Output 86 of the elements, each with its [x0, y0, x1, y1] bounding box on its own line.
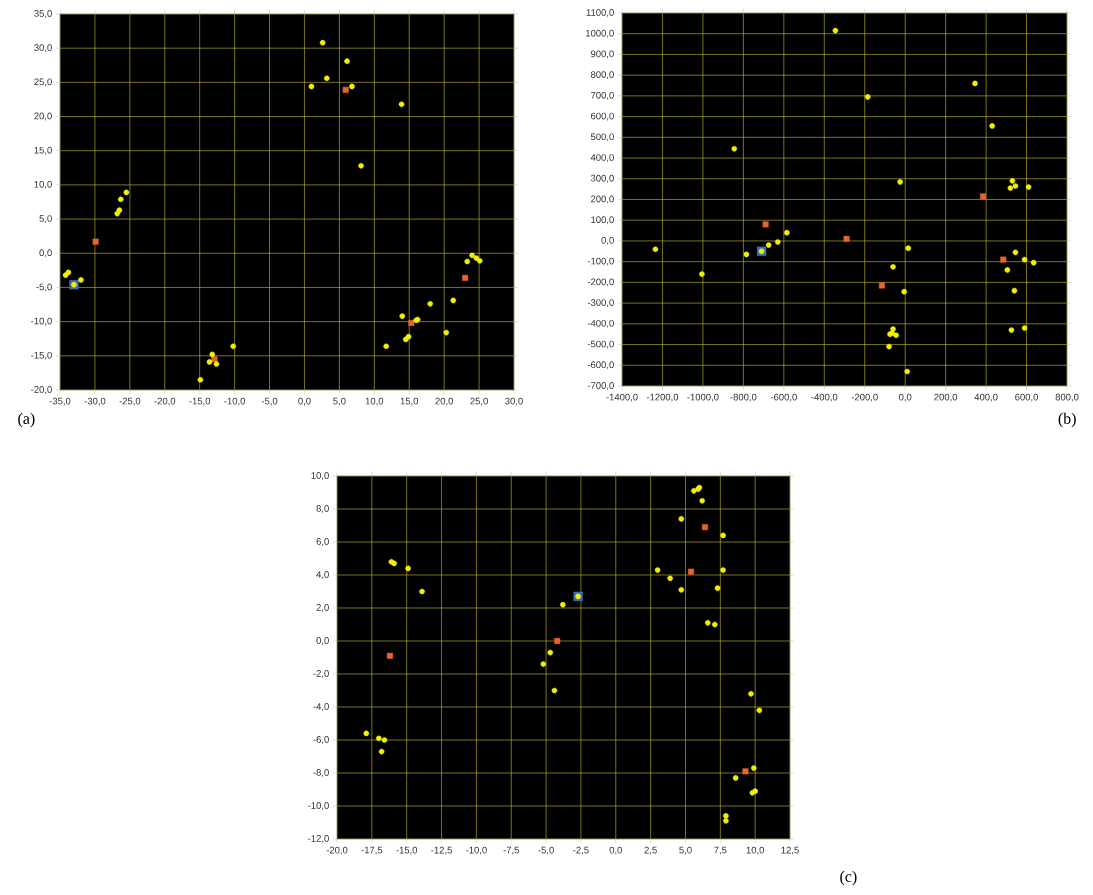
- y-tick-label: 4,0: [316, 571, 329, 579]
- y-tick-label: 200,0: [591, 195, 614, 204]
- y-tick-label: 10,0: [34, 180, 52, 189]
- y-tick-label: 1000,0: [586, 29, 614, 38]
- y-tick-label: 0,0: [601, 237, 614, 245]
- y-tick-label: -300,0: [587, 299, 614, 308]
- x-tick-label: -17,5: [361, 846, 383, 855]
- y-tick-label: -12,0: [308, 835, 329, 843]
- y-tick-label: -500,0: [587, 340, 614, 349]
- y-tick-label: 0,0: [316, 637, 329, 645]
- x-tick-label: -5,0: [261, 397, 278, 406]
- y-tick-label: 400,0: [590, 154, 614, 162]
- y-tick-label: 700,0: [591, 91, 614, 100]
- y-tick-label: 1100,0: [586, 9, 614, 17]
- y-tick-label: 8,0: [316, 505, 329, 513]
- x-tick-label: 2,5: [644, 846, 657, 855]
- y-tick-label: 500,0: [590, 133, 614, 142]
- x-tick-label: -10,0: [224, 397, 246, 406]
- y-tick-label: 30,0: [34, 44, 52, 53]
- y-tick-label: 900,0: [590, 50, 614, 59]
- x-tick-label: 200,0: [934, 393, 958, 402]
- x-tick-label: 7,5: [714, 846, 727, 855]
- y-tick-label: 300,0: [590, 174, 614, 183]
- x-tick-label: -15,0: [189, 397, 211, 406]
- x-tick-label: -35,0: [49, 397, 71, 406]
- x-tick-label: -12,5: [431, 846, 452, 855]
- x-tick-label: -400,0: [811, 393, 838, 402]
- x-tick-label: 30,0: [505, 397, 523, 406]
- x-tick-label: -1200,0: [646, 393, 679, 402]
- y-tick-label: 5,0: [39, 215, 52, 223]
- x-tick-label: 600,0: [1015, 393, 1039, 402]
- x-tick-label: -5,0: [538, 846, 554, 855]
- text: (b): [1058, 412, 1076, 428]
- x-tick-label: 800,0: [1055, 393, 1079, 402]
- y-tick-label: 600,0: [591, 112, 614, 121]
- y-tick-label: 0,0: [39, 249, 52, 258]
- y-tick-label: -6,0: [313, 736, 329, 744]
- y-tick-label: 6,0: [316, 538, 329, 546]
- y-tick-label: 20,0: [34, 112, 52, 121]
- x-tick-label: 10,0: [746, 846, 764, 855]
- x-tick-label: 400,0: [974, 393, 998, 402]
- x-tick-label: 20,0: [435, 397, 453, 406]
- x-tick-label: 5,0: [333, 397, 346, 406]
- x-tick-label: -20,0: [154, 397, 176, 406]
- y-tick-label: -15,0: [31, 351, 52, 360]
- y-tick-label: -4,0: [313, 703, 329, 711]
- x-tick-label: -200,0: [851, 393, 878, 402]
- y-tick-label: 25,0: [34, 78, 52, 87]
- x-tick-label: 0,0: [298, 397, 311, 406]
- x-tick-label: 0,0: [898, 393, 912, 402]
- y-tick-label: 2,0: [316, 604, 329, 612]
- x-tick-label: -20,0: [326, 846, 348, 855]
- y-tick-label: 800,0: [590, 71, 614, 80]
- y-tick-label: -10,0: [31, 317, 52, 326]
- x-tick-label: -1000,0: [687, 393, 719, 402]
- y-tick-label: 100,0: [591, 216, 614, 225]
- x-tick-label: -600,0: [770, 393, 797, 402]
- y-tick-label: -8,0: [313, 769, 329, 777]
- y-tick-label: -2,0: [313, 670, 329, 678]
- x-tick-label: -2,5: [573, 846, 589, 855]
- x-tick-label: 15,0: [400, 397, 419, 406]
- y-tick-label: -20,0: [31, 386, 52, 394]
- x-tick-label: -10,0: [466, 846, 487, 855]
- x-tick-label: -800,0: [730, 393, 757, 402]
- y-tick-label: 15,0: [34, 146, 52, 155]
- y-tick-label: 35,0: [34, 10, 52, 18]
- x-tick-label: -25,0: [119, 397, 141, 406]
- x-tick-label: -15,0: [396, 846, 418, 855]
- y-tick-label: 10,0: [311, 472, 329, 480]
- y-tick-label: -600,0: [587, 361, 614, 370]
- x-tick-label: -1400,0: [606, 393, 638, 402]
- text: (c): [840, 870, 857, 886]
- y-tick-label: -100,0: [587, 257, 614, 266]
- x-tick-label: -7,5: [503, 846, 519, 855]
- x-tick-label: 5,0: [679, 846, 692, 855]
- y-tick-label: -700,0: [587, 382, 614, 390]
- x-tick-label: 12,5: [781, 846, 799, 855]
- x-tick-label: -30,0: [84, 397, 106, 406]
- x-tick-label: 25,0: [470, 397, 488, 406]
- x-tick-label: 0,0: [609, 846, 622, 855]
- x-tick-label: 10,0: [365, 397, 384, 406]
- y-tick-label: -10,0: [308, 802, 329, 810]
- y-tick-label: -5,0: [36, 283, 52, 292]
- y-tick-label: -200,0: [587, 278, 614, 287]
- text: (a): [18, 412, 35, 428]
- y-tick-label: -400,0: [587, 319, 614, 328]
